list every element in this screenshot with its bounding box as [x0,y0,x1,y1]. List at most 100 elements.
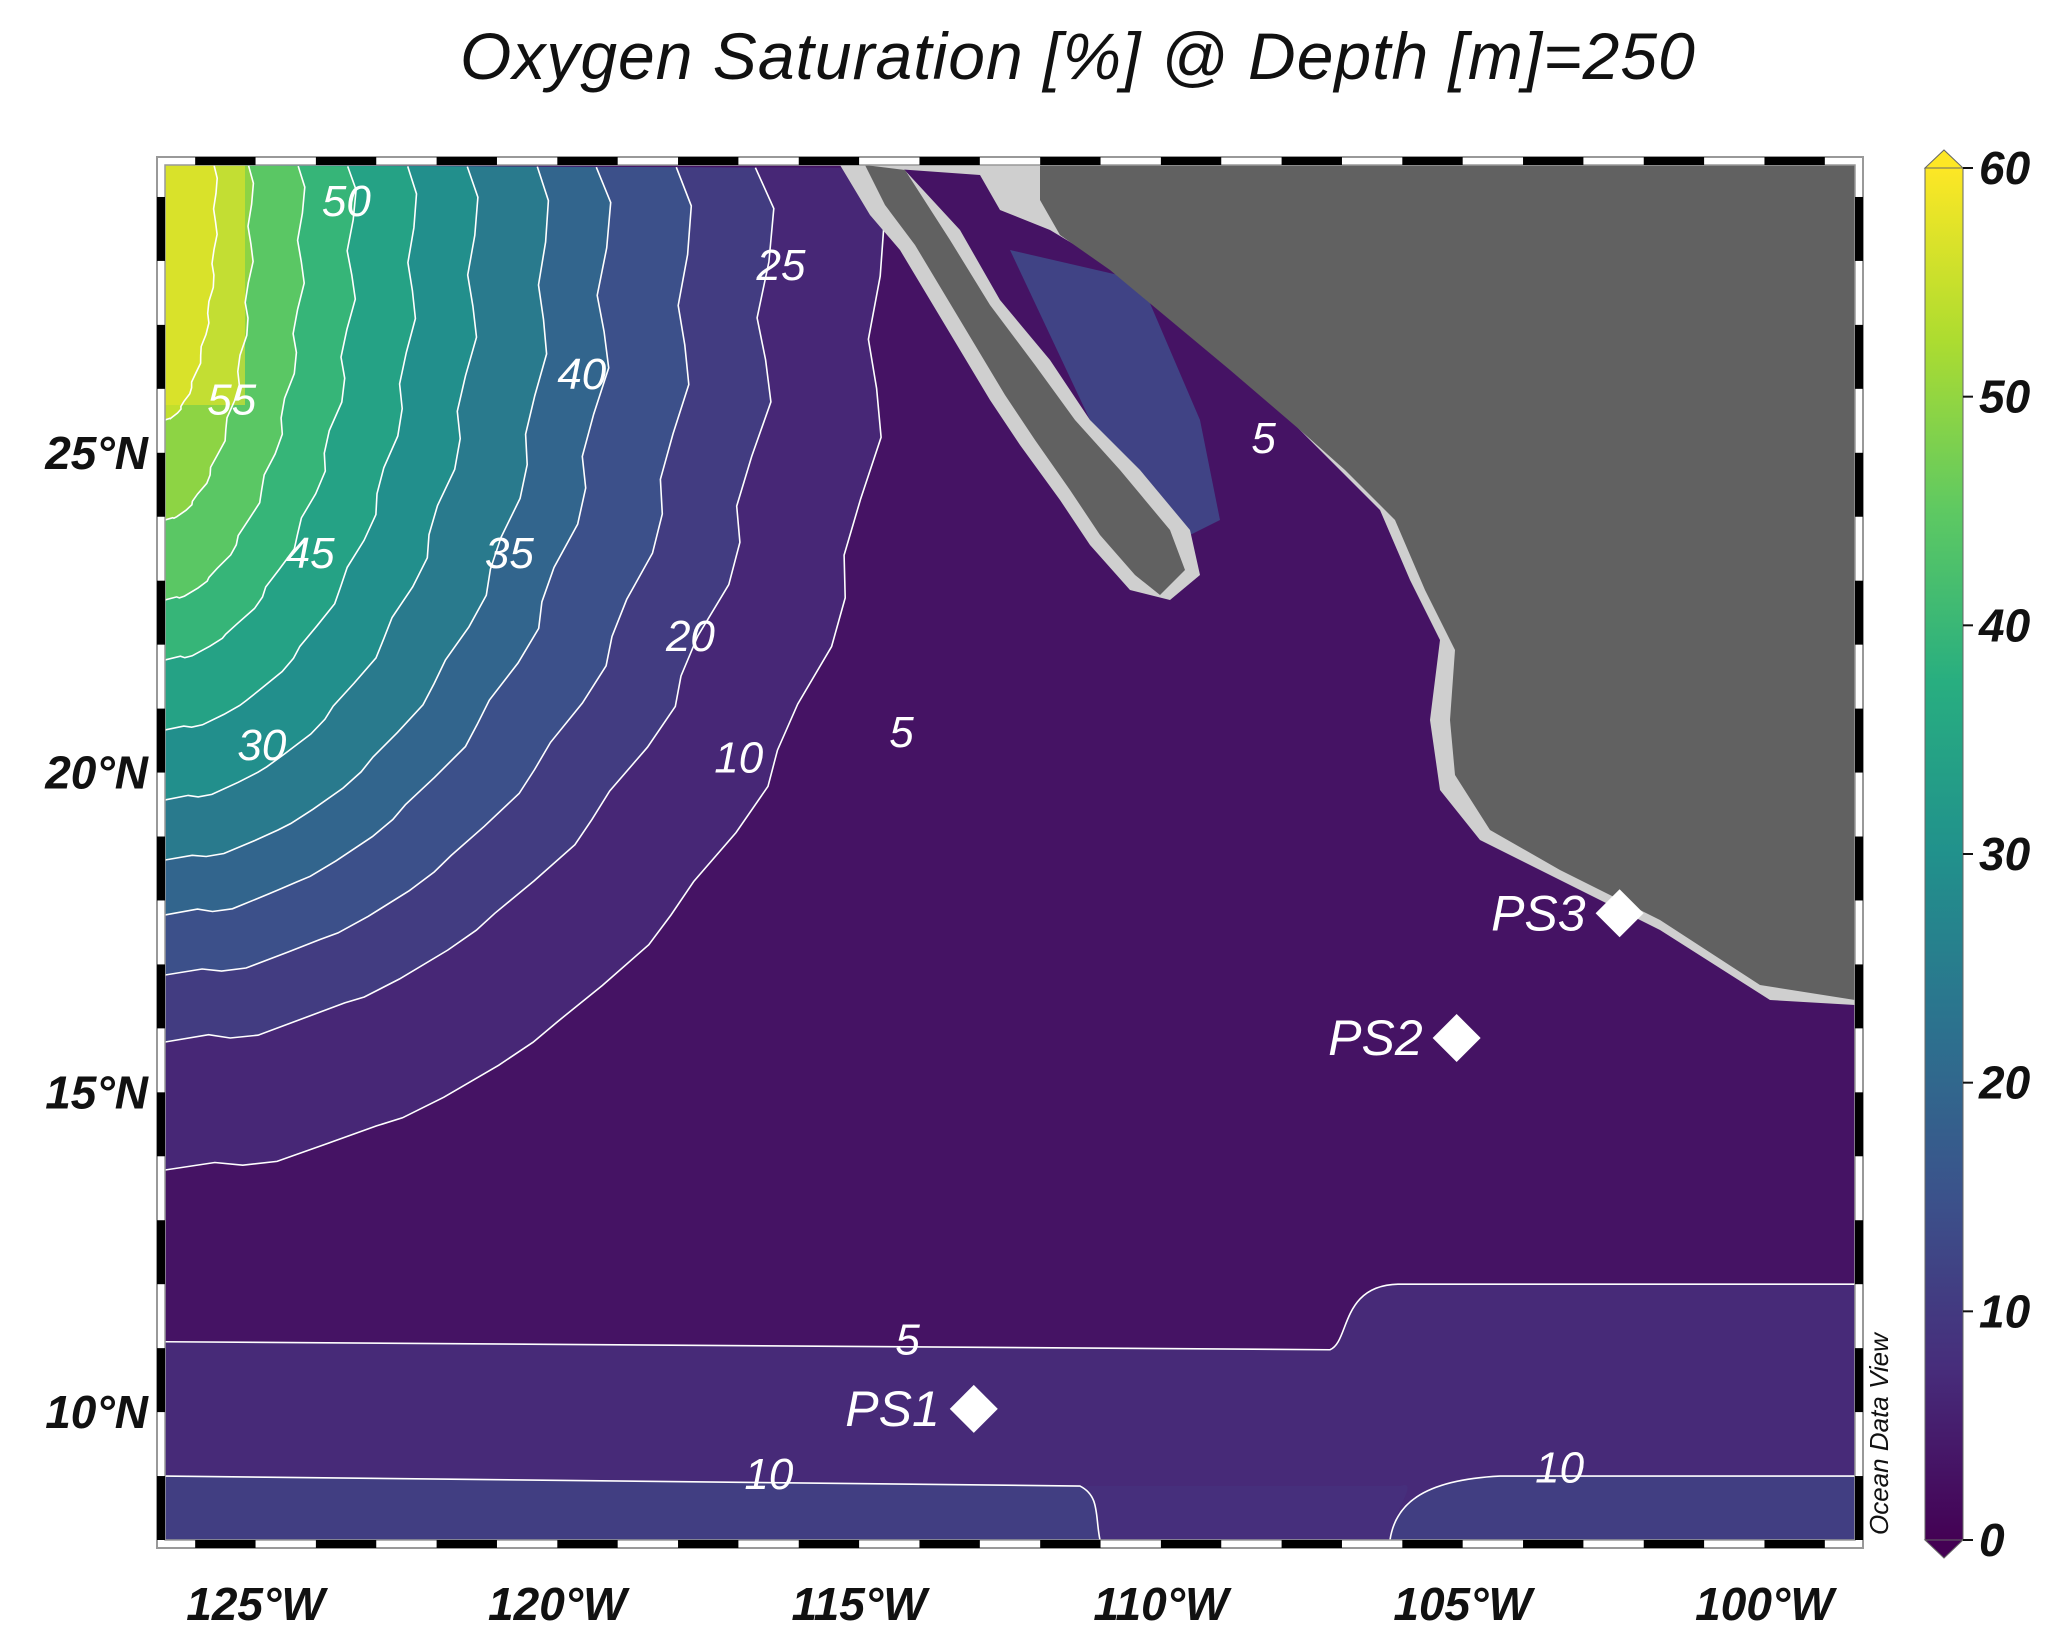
station-marker [949,1384,998,1433]
frame-check [315,157,377,165]
y-tick-label: 15°N [45,1066,149,1118]
contour-line [165,166,479,801]
x-tick-label: 115°W [792,1578,931,1630]
x-axis-ticks: 125°W 120°W 115°W 110°W 105°W 100°W [186,1578,1837,1630]
colorbar-gradient [1924,167,1964,1541]
contour-label: 55 [207,375,256,424]
frame-check [678,1540,739,1548]
frame-check [557,1540,618,1548]
max-oxygen-patch [165,165,245,405]
frame-check [157,1348,165,1413]
frame-check [1040,1540,1101,1548]
frame-check [436,157,497,165]
y-axis-ticks: 10°N 15°N 20°N 25°N [44,427,149,1438]
colorbar-tick-label: 0 [1979,1514,2005,1566]
frame-check [157,836,165,901]
contour-line [165,166,550,861]
frame-check [1281,1540,1342,1548]
contour-line [165,165,306,601]
frame-check [1160,157,1222,165]
frame-check [1764,1540,1825,1548]
frame-check [315,1540,377,1548]
frame-check [157,964,165,1029]
contour-label: 50 [322,177,371,226]
y-tick-label: 10°N [45,1386,149,1438]
contour-label: 20 [665,612,715,661]
colorbar-tick-label: 50 [1979,371,2031,423]
frame-check [157,1220,165,1285]
contour-line [165,167,775,1043]
frame-check [157,324,165,389]
contour-label: 5 [895,1316,920,1365]
colorbar-extend-max [1923,149,1965,169]
contour-line [165,1283,1855,1351]
contour-line [1389,1475,1855,1540]
frame-check [1643,1540,1705,1548]
contour-label: 5 [1251,414,1276,463]
frame-check [1855,196,1863,261]
frame-check [1040,157,1101,165]
colorbar-tick-label: 20 [1978,1057,2031,1109]
stations: PS1 PS2 PS3 [845,885,1644,1437]
x-tick-label: 105°W [1393,1578,1535,1630]
frame-check [1402,157,1463,165]
frame-check [436,1540,497,1548]
frame-check [157,196,165,261]
frame-check [1855,1476,1863,1540]
frame-check [1402,1540,1463,1548]
contour-label: 40 [557,350,606,399]
frame-check [798,157,860,165]
colorbar-tick-label: 60 [1979,142,2031,194]
baja-california [865,165,1185,595]
station-label: PS2 [1328,1010,1423,1066]
frame-check [798,1540,860,1548]
frame-check [157,1092,165,1157]
contour-line [165,167,886,1171]
contour-line [165,165,255,521]
frame-check [195,157,256,165]
frame-check [919,157,980,165]
frame-check [1855,580,1863,645]
station-marker [1595,889,1644,938]
frame-check [1855,836,1863,901]
frame-check [1855,708,1863,773]
frame-check [1855,1220,1863,1285]
frame-check [157,580,165,645]
frame-check [1855,324,1863,389]
x-tick-label: 120°W [488,1578,630,1630]
contour-line [165,166,357,661]
frame-check [1855,964,1863,1029]
contour-line [165,166,418,731]
plot-area [165,165,1855,1540]
frame-check [157,1476,165,1540]
contour-line [165,165,219,421]
map-frame [156,156,1864,1549]
frame-check [678,157,739,165]
frame-check [1523,1540,1584,1548]
contour-line [165,1475,1101,1540]
x-tick-label: 100°W [1695,1578,1837,1630]
frame-check [1855,452,1863,517]
contour-label: 10 [1535,1443,1584,1492]
contour-line [165,166,612,916]
mainland-mexico [1040,165,1855,1000]
oxygen-pocket-south [1080,1485,1408,1540]
frame-check [1643,157,1705,165]
contour-label: 10 [714,734,763,783]
frame-check [1281,157,1342,165]
southern-oxygen-band [165,1284,1855,1540]
frame-check [1855,1348,1863,1413]
frame-check [919,1540,980,1548]
frame-check [557,157,618,165]
contour-lines [165,165,1855,1540]
oxygen-band-south-5 [165,1284,1855,1540]
contour-line [165,166,693,976]
frame-check [1523,157,1584,165]
frame-check [1160,1540,1222,1548]
colorbar-tick-label: 30 [1979,828,2031,880]
station-marker [1432,1013,1481,1062]
colorbar-extend-min [1923,1539,1965,1559]
x-tick-label: 125°W [186,1578,328,1630]
contour-label: 35 [485,529,534,578]
